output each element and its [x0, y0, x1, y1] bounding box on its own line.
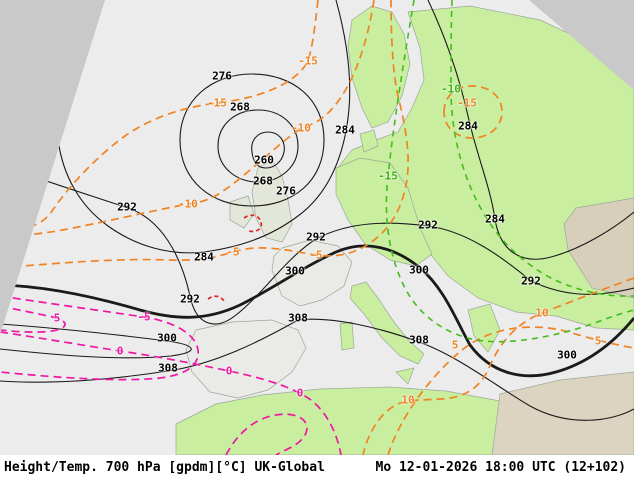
- caption-datetime: Mo 12-01-2026 18:00 UTC (12+102): [375, 460, 626, 475]
- height-contour-260: [251, 131, 285, 169]
- temp-contour-minus10: [0, 0, 375, 239]
- frame-corner-top-left: [0, 0, 105, 335]
- temp-contour-green-minus10: [450, 0, 634, 297]
- temp-contours-red: [207, 214, 263, 304]
- land-desert-southeast: [491, 371, 634, 455]
- temp-contour-magenta-wiggle: [225, 413, 308, 455]
- height-contour-292: [0, 164, 634, 325]
- height-contour-268: [217, 109, 299, 183]
- land-steppe-east: [563, 197, 634, 299]
- projection-frame: [0, 0, 634, 335]
- coastline-denmark: [359, 129, 379, 153]
- land-layer: [175, 5, 634, 455]
- map-area: 276 268 260 268 276 284 292 284 292 292 284 284 292 3…: [0, 0, 634, 455]
- coastline-north-africa: [175, 386, 521, 455]
- caption-title: Height/Temp. 700 hPa [gpdm][°C] UK-Globa…: [4, 460, 325, 475]
- height-contours: [0, 0, 634, 421]
- height-contour-308: [0, 318, 634, 421]
- temp-contour-red-fragment-2: [207, 295, 226, 304]
- temp-contours-magenta: [0, 295, 342, 455]
- temp-contours-green: [385, 0, 634, 343]
- temp-contour-plus10: [362, 277, 634, 455]
- coastline-italy: [349, 281, 425, 365]
- weather-map: [0, 0, 634, 455]
- coastline-scandinavia: [347, 5, 411, 129]
- coastline-greece: [467, 303, 501, 353]
- coastline-ireland: [229, 195, 255, 229]
- temp-contours-orange: [0, 0, 634, 455]
- temp-contour-magenta-minus5: [0, 295, 199, 381]
- coastline-britain: [251, 159, 293, 243]
- coastline-central-europe: [335, 157, 433, 267]
- height-contour-284-east: [427, 0, 634, 260]
- temp-contour-minus15-east: [443, 85, 503, 139]
- frame-corner-top-right: [529, 0, 634, 90]
- height-contour-300-main: [0, 244, 634, 378]
- height-contour-300-tongue: [0, 323, 192, 359]
- coastline-sicily: [395, 367, 415, 385]
- height-contour-276: [179, 73, 325, 207]
- temp-contour-plus5: [387, 326, 634, 455]
- coastline-sardinia: [339, 321, 355, 351]
- coastline-iberia: [185, 319, 307, 399]
- coastline-france: [271, 239, 353, 307]
- temp-contour-green-minus15: [385, 0, 634, 343]
- caption-bar: Height/Temp. 700 hPa [gpdm][°C] UK-Globa…: [0, 455, 634, 490]
- temp-contour-magenta-plus5: [0, 305, 66, 333]
- temp-contour-minus5: [0, 0, 409, 269]
